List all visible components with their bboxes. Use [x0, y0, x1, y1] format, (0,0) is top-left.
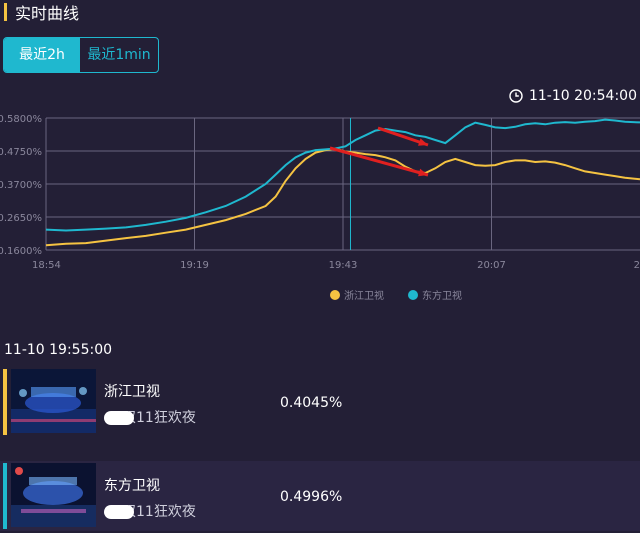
series-line: [45, 118, 640, 232]
chart-legend[interactable]: 浙江卫视 东方卫视: [330, 289, 462, 302]
program-thumbnail: [11, 369, 96, 433]
chart-series: [45, 118, 640, 247]
channel-row-zhejiang[interactable]: 浙江卫视 双11狂欢夜 0.4045%: [0, 367, 640, 437]
snapshot-time: 11-10 19:55:00: [4, 342, 113, 358]
program-name: 双11狂欢夜: [122, 504, 196, 520]
channel-row-dongfang[interactable]: 东方卫视 双11狂欢夜 0.4996%: [0, 461, 640, 531]
section-title: 实时曲线: [15, 4, 80, 23]
annotation-arrowhead: [418, 138, 428, 146]
rating-value: 0.4996%: [280, 489, 343, 505]
clock-icon: [509, 89, 523, 103]
legend-swatch: [408, 290, 418, 300]
x-tick-label: 2: [634, 260, 640, 271]
redacted-text: [104, 411, 134, 425]
y-tick-label: 0.4750%: [0, 147, 42, 158]
legend-item[interactable]: 东方卫视: [408, 289, 462, 302]
legend-label: 东方卫视: [422, 289, 462, 302]
annotation-arrowhead: [418, 168, 428, 177]
rating-value: 0.4045%: [280, 395, 343, 411]
tab-recent-1min[interactable]: 最近1min: [87, 47, 151, 63]
rating-line-chart: 0.1600% 0.2650% 0.3700% 0.4750% 0.5800% 18:5…: [0, 114, 640, 302]
tab-recent-2h[interactable]: 最近2h: [4, 38, 80, 72]
channel-name: 浙江卫视: [104, 384, 160, 400]
row-marker: [3, 369, 7, 435]
row-marker: [3, 463, 7, 529]
redacted-text: [104, 505, 134, 519]
program-name: 双11狂欢夜: [122, 410, 196, 426]
x-tick-label: 18:54: [32, 260, 61, 271]
chart-grid: [45, 117, 640, 251]
series-line: [45, 147, 640, 247]
y-tick-label: 0.3700%: [0, 180, 42, 191]
legend-swatch: [330, 290, 340, 300]
current-time: 11-10 20:54:00: [509, 86, 637, 106]
y-tick-label: 0.1600%: [0, 246, 42, 257]
channel-name: 东方卫视: [104, 478, 160, 494]
y-axis-ticks: 0.1600% 0.2650% 0.3700% 0.4750% 0.5800%: [0, 114, 42, 257]
y-tick-label: 0.2650%: [0, 213, 42, 224]
x-tick-label: 20:07: [477, 260, 506, 271]
program-thumbnail: [11, 463, 96, 527]
x-axis-ticks: 18:54 19:19 19:43 20:07 2: [32, 260, 640, 271]
current-time-text: 11-10 20:54:00: [528, 88, 637, 104]
legend-item[interactable]: 浙江卫视: [330, 289, 384, 302]
time-range-tabs: 最近2h 最近1min: [3, 37, 159, 73]
section-header: 实时曲线: [0, 0, 79, 24]
y-tick-label: 0.5800%: [0, 114, 42, 125]
annotation-arrow: [329, 146, 429, 177]
section-accent-bar: [4, 3, 7, 21]
x-tick-label: 19:19: [180, 260, 209, 271]
legend-label: 浙江卫视: [344, 289, 384, 302]
x-tick-label: 19:43: [329, 260, 358, 271]
